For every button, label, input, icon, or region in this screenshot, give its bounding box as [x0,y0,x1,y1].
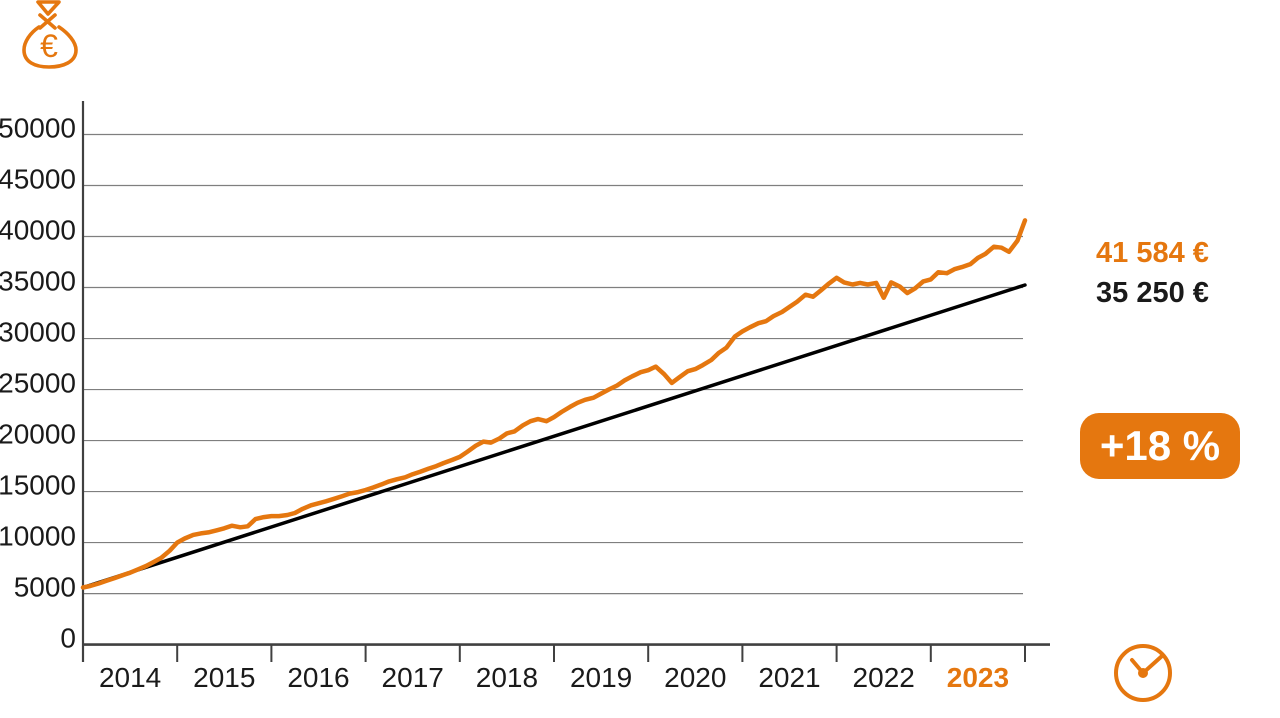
x-tick-label: 2018 [476,662,538,693]
y-tick-label: 0 [60,623,76,654]
y-tick-label: 50000 [0,113,76,144]
clock-face [1114,644,1172,702]
money-bag-euro-icon: € [22,0,78,69]
y-tick-label: 45000 [0,164,76,195]
y-tick-label: 40000 [0,215,76,246]
x-tick-label: 2014 [99,662,161,693]
y-tick-label: 15000 [0,470,76,501]
x-tick-label: 2023 [947,662,1009,693]
series-line-contributions [81,283,1027,590]
x-tick-label: 2017 [382,662,444,693]
gain-badge-label: +18 % [1099,422,1221,469]
x-tick-label: 2022 [853,662,915,693]
y-tick-label: 35000 [0,266,76,297]
x-tick-label: 2015 [193,662,255,693]
y-tick-label: 20000 [0,419,76,450]
gain-badge: +18 % [1080,413,1240,479]
x-tick-label: 2021 [758,662,820,693]
savings-line-chart: 0 5000 10000 15000 20000 25000 30000 35000 40000… [0,101,1050,693]
euro-symbol: € [40,28,58,64]
series-line-portfolio-value [80,218,1028,590]
x-tick-label: 2019 [570,662,632,693]
clock-icon [1114,644,1172,702]
money-bag-tie [38,13,57,30]
y-tick-label: 30000 [0,317,76,348]
y-tick-label: 25000 [0,368,76,399]
clock-center-dot [1138,668,1148,678]
y-tick-label: 10000 [0,521,76,552]
x-tick-label: 2016 [287,662,349,693]
contributions-value-label: 35 250 € [1096,277,1209,309]
money-bag-flap [36,0,61,16]
portfolio-value-label: 41 584 € [1096,237,1209,269]
money-bag-body [22,25,78,69]
y-tick-label: 5000 [14,572,76,603]
x-tick-label: 2020 [664,662,726,693]
